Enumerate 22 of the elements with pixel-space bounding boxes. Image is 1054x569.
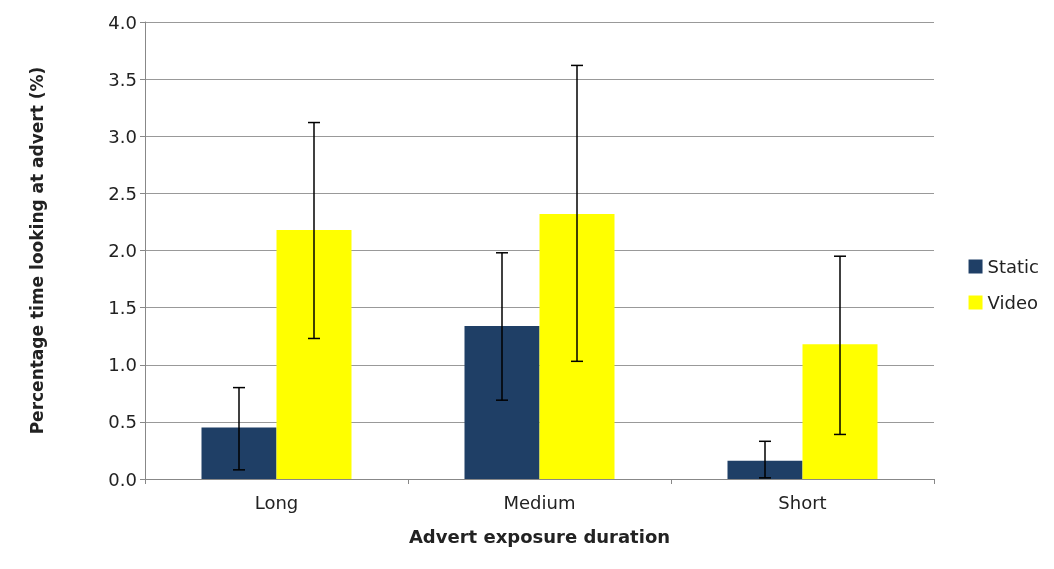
legend-label: Video bbox=[987, 292, 1038, 313]
y-tick-label: 1.5 bbox=[108, 297, 137, 319]
y-tick-label: 4.0 bbox=[108, 11, 137, 33]
bar bbox=[802, 344, 878, 479]
y-tick-label: 0.5 bbox=[108, 411, 137, 433]
y-tick-label: 2.0 bbox=[108, 240, 137, 261]
x-tick-label: Long bbox=[254, 491, 299, 513]
y-tick-label: 3.0 bbox=[108, 125, 137, 147]
x-axis-title: Advert exposure duration bbox=[408, 525, 671, 547]
bar bbox=[727, 460, 803, 479]
y-tick-label: 0.0 bbox=[108, 468, 137, 490]
bar bbox=[539, 213, 615, 479]
y-tick-label: 1.0 bbox=[108, 354, 137, 376]
x-tick-label: Medium bbox=[503, 491, 576, 513]
y-axis-title: Percentage time looking at advert (%) bbox=[26, 66, 47, 435]
bar bbox=[276, 229, 352, 479]
bar bbox=[464, 325, 540, 479]
bar bbox=[201, 427, 277, 479]
x-tick-label: Short bbox=[778, 491, 827, 513]
y-tick-label: 3.5 bbox=[108, 68, 137, 90]
y-tick-label: 2.5 bbox=[108, 182, 137, 204]
legend-label: Static bbox=[987, 256, 1039, 277]
